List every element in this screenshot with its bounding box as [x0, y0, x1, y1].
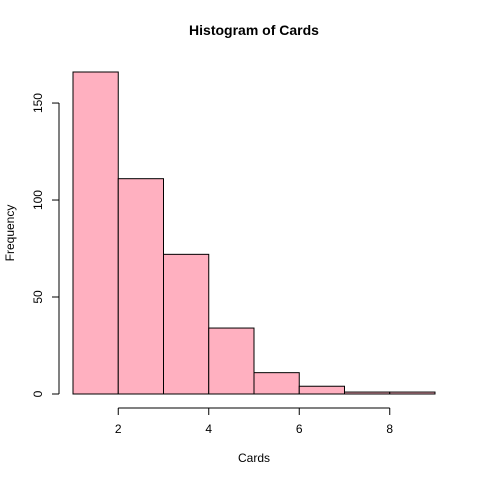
histogram-bar-4 — [208, 327, 255, 395]
x-tick-label: 4 — [205, 422, 212, 436]
bars-group — [72, 71, 436, 395]
y-axis-label: Frequency — [3, 205, 17, 262]
x-tick-label: 6 — [296, 422, 303, 436]
y-axis: 0 50 100 150 — [31, 93, 60, 397]
chart-title: Histogram of Cards — [189, 22, 319, 38]
x-axis: 2 4 6 8 — [115, 407, 393, 436]
histogram-bar-5 — [253, 372, 300, 395]
x-tick-label: 2 — [115, 422, 122, 436]
histogram-bar-2 — [117, 178, 164, 395]
histogram-bar-1 — [72, 71, 119, 395]
y-tick-label: 150 — [31, 93, 45, 113]
y-tick-label: 50 — [31, 290, 45, 304]
histogram-bar-6 — [298, 385, 345, 395]
x-tick-label: 8 — [386, 422, 393, 436]
y-tick-label: 0 — [31, 390, 45, 397]
histogram-bar-3 — [163, 253, 210, 395]
y-tick-label: 100 — [31, 190, 45, 210]
histogram-bar-7 — [344, 391, 391, 395]
histogram-bar-8 — [389, 391, 436, 395]
x-axis-label: Cards — [238, 451, 270, 465]
